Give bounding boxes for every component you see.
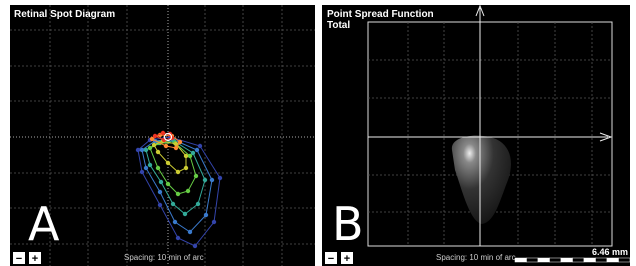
spot-dot — [178, 140, 182, 144]
spot-dot — [159, 180, 163, 184]
spot-dot — [184, 154, 188, 158]
spot-dot — [195, 148, 199, 152]
zoom-out-text[interactable]: − — [328, 253, 334, 265]
spot-dot — [194, 174, 198, 178]
spot-dot — [184, 166, 188, 170]
spot-dot — [153, 134, 157, 138]
spot-dot — [140, 170, 144, 174]
spot-dot — [148, 163, 152, 167]
zoom-in-text[interactable]: + — [32, 253, 38, 265]
spot-dot — [204, 213, 208, 217]
scale-segment — [561, 258, 573, 262]
spot-dot — [173, 220, 177, 224]
spot-dot — [171, 202, 175, 206]
panel-label: A — [28, 197, 60, 251]
spacing-label: Spacing: 10 min of arc — [436, 253, 516, 262]
zoom-out-text[interactable]: − — [16, 253, 22, 265]
panel-title: Retinal Spot Diagram — [14, 9, 115, 20]
scale-segment — [527, 258, 539, 262]
spot-dot — [140, 148, 144, 152]
spot-dot — [166, 182, 170, 186]
page: Retinal Spot Diagram A Spacing: 10 min o… — [0, 0, 636, 266]
spot-dot — [156, 150, 160, 154]
zoom-in-text[interactable]: + — [344, 253, 350, 265]
screenshot: Retinal Spot Diagram A Spacing: 10 min o… — [0, 0, 636, 266]
spot-dot — [198, 144, 202, 148]
spot-dot — [166, 161, 170, 165]
scale-segment — [607, 258, 619, 262]
spot-dot — [161, 131, 165, 135]
spot-dot — [186, 189, 190, 193]
spot-dot — [212, 220, 216, 224]
spot-dot — [144, 148, 148, 152]
scale-segment — [596, 258, 608, 262]
spacing-label: Spacing: 10 min of arc — [124, 253, 204, 262]
spot-dot — [188, 230, 192, 234]
scale-segment — [550, 258, 562, 262]
scale-segment — [538, 258, 550, 262]
scale-label: 6.46 mm — [592, 247, 628, 257]
spot-dot — [196, 202, 200, 206]
scale-segment — [619, 258, 631, 262]
spot-dot — [174, 146, 178, 150]
spot-dot — [176, 170, 180, 174]
spot-dot — [164, 144, 168, 148]
spot-dot — [218, 176, 222, 180]
spot-dot — [152, 143, 156, 147]
scale-segment — [573, 258, 585, 262]
spot-dot — [148, 146, 152, 150]
spot-dot — [158, 190, 162, 194]
spot-dot — [144, 166, 148, 170]
spot-dot — [188, 154, 192, 158]
panel-title: Point Spread Function — [327, 9, 434, 20]
spot-dot — [193, 244, 197, 248]
scale-bar — [515, 258, 630, 262]
spot-dot — [156, 166, 160, 170]
spot-dot — [210, 178, 214, 182]
spot-dot — [203, 178, 207, 182]
panel-label: B — [332, 197, 364, 251]
spot-dot — [158, 203, 162, 207]
panel-subtitle: Total — [327, 20, 350, 31]
spot-dot — [176, 192, 180, 196]
scale-segment — [515, 258, 527, 262]
spot-dot — [183, 212, 187, 216]
spot-dot — [176, 236, 180, 240]
scale-segment — [584, 258, 596, 262]
spot-dot — [136, 148, 140, 152]
